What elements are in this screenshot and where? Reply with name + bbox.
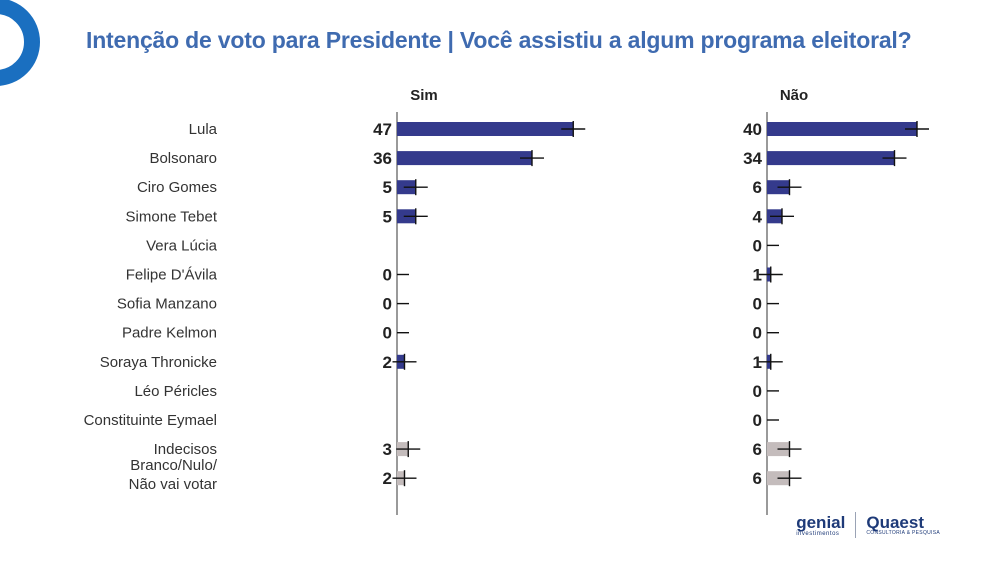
quaest-logo: Quaest CONSULTORIA & PESQUISA [866,514,940,536]
value-label-nao-simone-tebet: 4 [753,207,763,226]
value-label-nao-bolsonaro: 34 [743,149,762,168]
category-label-lula: Lula [189,121,218,138]
value-label-nao-constituinte-eymael: 0 [753,411,762,430]
value-label-sim-felipe-d-avila: 0 [383,266,392,285]
category-label-constituinte-eymael: Constituinte Eymael [84,412,217,429]
series-header-sim: Sim [410,87,438,104]
value-label-nao-indecisos: 6 [753,440,762,459]
series-header-nao: Não [780,87,808,104]
category-label-simone-tebet: Simone Tebet [126,208,218,225]
brand-ring-icon [0,0,40,86]
value-label-nao-leo-pericles: 0 [753,382,762,401]
value-label-nao-ciro-gomes: 6 [753,178,762,197]
value-label-nao-branco-nulo-nao-vai-votar: 6 [753,469,762,488]
genial-logo-text: genial [796,512,846,532]
quaest-logo-subtext: CONSULTORIA & PESQUISA [866,530,940,536]
category-label-leo-pericles: Léo Péricles [134,383,217,400]
category-label-indecisos: Indecisos [154,441,217,458]
quaest-logo-text: Quaest [866,513,924,532]
logos: genial investimentos Quaest CONSULTORIA … [796,512,940,538]
value-label-sim-indecisos: 3 [383,440,392,459]
genial-logo: genial investimentos [796,514,845,537]
bar-sim-lula [397,122,574,136]
value-label-sim-soraya-thronicke: 2 [383,353,392,372]
value-label-sim-lula: 47 [373,120,392,139]
value-label-nao-soraya-thronicke: 1 [753,353,762,372]
category-label-sofia-manzano: Sofia Manzano [117,296,217,313]
logo-divider [855,512,857,538]
bar-nao-bolsonaro [767,151,895,166]
bar-nao-lula [767,122,917,136]
value-label-sim-bolsonaro: 36 [373,149,392,168]
value-label-sim-sofia-manzano: 0 [383,295,392,314]
category-label-vera-lucia: Vera Lúcia [146,237,218,254]
category-label-felipe-d-avila: Felipe D'Ávila [126,267,218,284]
category-label-bolsonaro: Bolsonaro [149,150,217,167]
page-title: Intenção de voto para Presidente | Você … [86,27,912,53]
value-label-nao-padre-kelmon: 0 [753,324,762,343]
value-label-sim-ciro-gomes: 5 [383,178,392,197]
value-label-sim-padre-kelmon: 0 [383,324,392,343]
bar-sim-bolsonaro [397,151,532,166]
category-label-ciro-gomes: Ciro Gomes [137,179,217,196]
value-label-nao-sofia-manzano: 0 [753,295,762,314]
value-label-nao-felipe-d-avila: 1 [753,266,762,285]
category-label-branco-nulo-nao-vai-votar: Branco/Nulo/Não vai votar [129,457,218,493]
category-label-padre-kelmon: Padre Kelmon [122,325,217,342]
value-label-sim-branco-nulo-nao-vai-votar: 2 [383,469,392,488]
value-label-sim-simone-tebet: 5 [383,207,392,226]
category-label-soraya-thronicke: Soraya Thronicke [100,354,217,371]
value-label-nao-vera-lucia: 0 [753,236,762,255]
value-label-nao-lula: 40 [743,120,762,139]
genial-logo-subtext: investimentos [796,530,840,537]
